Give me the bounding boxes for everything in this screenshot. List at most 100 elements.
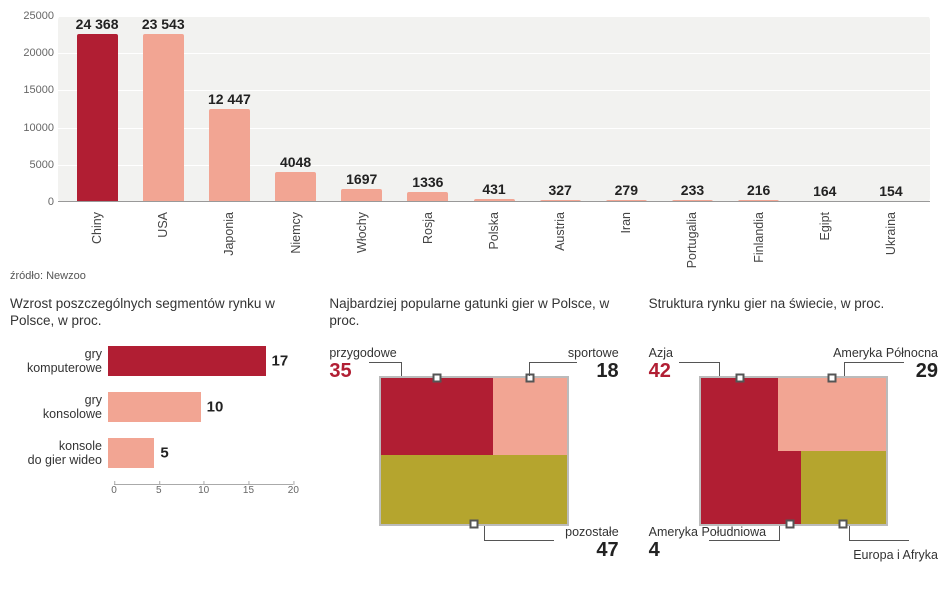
tree-slice [778,378,885,451]
x-label: Japonia [222,212,236,256]
hbar-rect [108,346,266,376]
y-tick: 5000 [30,159,54,171]
bar-cell: 24 368 [64,16,130,202]
marker-icon [839,520,848,529]
world-structure-panel: Struktura rynku gier na świecie, w proc.… [649,296,938,556]
tree-label-text: pozostałe [565,525,619,539]
bars-row: 24 368 23 543 12 447 4048 1697 1336 431 327 279 2… [58,16,930,202]
hbar-row: konsole do gier wideo 5 [10,438,293,468]
marker-icon [785,520,794,529]
tree-label-text: przygodowe [329,346,396,360]
tree-label-text: Azja [649,346,673,360]
tree-box [699,376,888,526]
tree-label: Ameryka Południowa4 [649,525,766,562]
tree-label-value: 42 [649,360,673,383]
y-tick: 15000 [23,84,54,96]
tree-slice [701,378,779,524]
panel-title: Najbardziej popularne gatunki gier w Pol… [329,296,618,332]
tree-label-text: Europa i Afryka [853,548,938,562]
x-label: Włochy [355,212,369,253]
hbar-chart: gry komputerowe 17 gry konsolowe 10 konsole … [10,346,299,546]
bar-value: 233 [681,182,704,198]
tree-label-text: Ameryka Północna [833,346,938,360]
bar-cell: 1336 [395,16,461,202]
tree-slice [381,455,566,524]
regions-treemap: Azja42Ameryka Północna29Ameryka Południo… [649,346,938,556]
x-label: Finlandia [752,212,766,263]
bar-cell: 4048 [262,16,328,202]
tree-label-text: sportowe [568,346,619,360]
hbar-rect [108,392,201,422]
tree-slice [778,451,800,524]
bar-value: 431 [482,181,505,197]
hbar-tick: 5 [156,485,162,496]
bar-cell: 279 [593,16,659,202]
tree-label-value: 4 [649,539,766,562]
bar-cell: 154 [858,16,924,202]
x-label: Rosja [421,212,435,244]
bar-value: 216 [747,182,770,198]
tree-label: pozostałe47 [565,525,619,562]
y-tick: 20000 [23,47,54,59]
tree-label: Azja42 [649,346,673,383]
popular-genres-panel: Najbardziej popularne gatunki gier w Pol… [329,296,618,556]
hbar-row: gry komputerowe 17 [10,346,293,376]
bar-value: 164 [813,183,836,199]
hbar-value: 5 [160,445,168,462]
hbar-tick: 10 [198,485,209,496]
x-label: Egipt [818,212,832,241]
bar-value: 1697 [346,171,377,187]
hbar-row: gry konsolowe 10 [10,392,293,422]
tree-label: przygodowe35 [329,346,396,383]
segment-growth-panel: Wzrost poszczególnych segmentów rynku w … [10,296,299,556]
tree-box [379,376,568,526]
panel-title: Struktura rynku gier na świecie, w proc. [649,296,938,332]
bar-value: 23 543 [142,16,185,32]
tree-label: sportowe18 [568,346,619,383]
bar-cell: 164 [792,16,858,202]
bar-cell: 12 447 [196,16,262,202]
hbar-axis: 05101520 [114,484,293,502]
hbar-value: 17 [272,353,289,370]
x-label: Iran [619,212,633,234]
marker-icon [735,374,744,383]
bar-value: 24 368 [76,16,119,32]
y-tick: 10000 [23,122,54,134]
plot-area: 24 368 23 543 12 447 4048 1697 1336 431 327 279 2… [58,16,930,202]
bar-cell: 327 [527,16,593,202]
x-label: Austria [553,212,567,251]
x-label: Chiny [90,212,104,244]
tree-label-value: 35 [329,360,396,383]
bar-value: 154 [879,183,902,199]
bar-value: 12 447 [208,91,251,107]
bar-cell: 216 [726,16,792,202]
hbar-value: 10 [207,399,224,416]
hbar-rect [108,438,154,468]
x-label: Portugalia [685,212,699,268]
bar-value: 4048 [280,154,311,170]
panel-title: Wzrost poszczególnych segmentów rynku w … [10,296,299,332]
bar-cell: 1697 [329,16,395,202]
tree-label-value: 29 [833,360,938,383]
bar-rect [77,34,118,202]
hbar-tick: 15 [243,485,254,496]
bar-rect [209,109,250,202]
bar-value: 327 [548,182,571,198]
hbar-tick: 0 [111,485,117,496]
x-label: Ukraina [884,212,898,255]
x-label: Niemcy [289,212,303,254]
hbar-tick: 20 [288,485,299,496]
tree-slice [381,378,492,455]
bar-cell: 233 [659,16,725,202]
hbar-label: gry komputerowe [10,347,108,376]
y-axis: 0500010000150002000025000 [10,16,58,202]
bar-cell: 23 543 [130,16,196,202]
genres-treemap: przygodowe35sportowe18pozostałe47 [329,346,618,556]
tree-slice [801,451,886,524]
tree-label-value: 47 [565,539,619,562]
hbar-label: konsole do gier wideo [10,439,108,468]
hbar-label: gry konsolowe [10,393,108,422]
tree-label-value: 18 [568,360,619,383]
tree-label: Europa i Afryka [853,548,938,562]
source-text: źródło: Newzoo [10,270,938,282]
